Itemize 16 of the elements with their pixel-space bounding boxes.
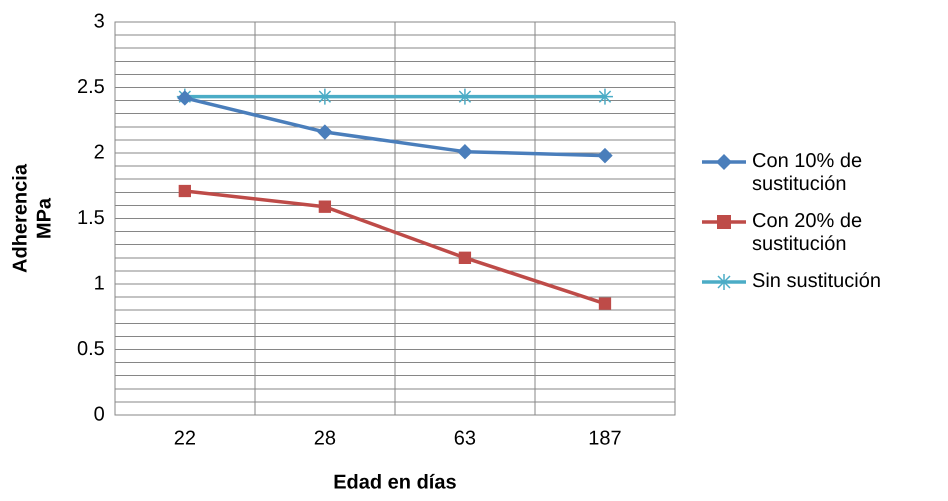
y-tick-label: 2 — [94, 142, 105, 164]
legend-label: Con 10% de sustitución — [752, 150, 864, 196]
y-axis-title: Adherencia MPa — [10, 163, 56, 273]
y-tick-label: 2.5 — [76, 76, 105, 98]
x-axis-title: Edad en días — [333, 472, 457, 494]
x-tick-label: 187 — [588, 428, 622, 450]
x-tick-label: 63 — [454, 428, 476, 450]
y-tick-label: 0 — [94, 404, 105, 426]
y-tick-label: 1 — [94, 272, 105, 295]
legend-label: Sin sustitución — [752, 270, 881, 293]
x-tick-label: 28 — [314, 428, 336, 450]
y-tick-label: 0.5 — [76, 338, 105, 360]
y-tick-label: 3 — [94, 10, 105, 33]
legend-label: Con 20% de sustitución — [752, 210, 864, 256]
y-tick-label: 1.5 — [76, 207, 105, 230]
x-tick-label: 22 — [174, 428, 196, 450]
